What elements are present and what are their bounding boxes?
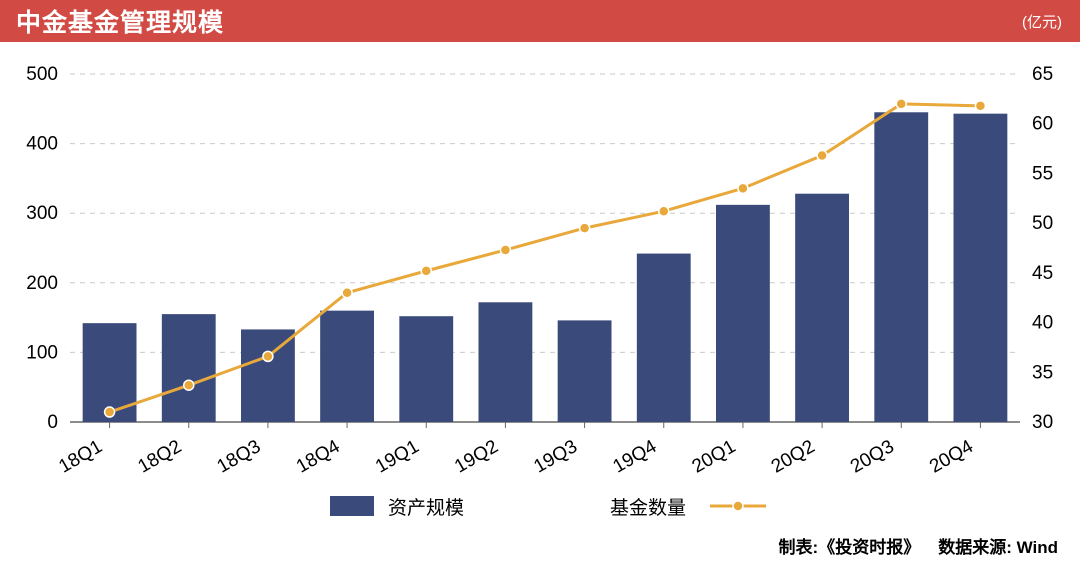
line-marker <box>105 407 115 417</box>
line-marker <box>580 223 590 233</box>
footer-source: 数据来源: Wind <box>938 538 1058 557</box>
right-axis-tick: 35 <box>1032 362 1053 383</box>
line-marker <box>263 351 273 361</box>
chart-title: 中金基金管理规模 <box>16 3 224 39</box>
bar <box>795 194 849 422</box>
chart-card: 中金基金管理规模 (亿元) 0 100 200 300 400 500 30 35 40 45 50… <box>0 0 1080 564</box>
right-axis-tick: 55 <box>1032 163 1053 184</box>
bar <box>479 302 533 422</box>
footer-maker: 制表:《投资时报》 <box>779 538 921 557</box>
right-axis-tick: 65 <box>1032 64 1053 85</box>
line-marker <box>817 151 827 161</box>
bar <box>874 112 928 422</box>
left-axis-tick: 200 <box>26 273 58 294</box>
line-marker <box>421 266 431 276</box>
bar <box>716 205 770 422</box>
x-axis-label: 19Q1 <box>372 436 423 477</box>
right-axis-tick: 45 <box>1032 263 1053 284</box>
bar <box>241 329 295 422</box>
x-axis-label: 18Q2 <box>134 436 185 477</box>
right-axis-tick: 30 <box>1032 412 1053 433</box>
line-marker <box>659 206 669 216</box>
line-marker <box>184 380 194 390</box>
bar <box>954 114 1008 422</box>
left-axis-tick: 0 <box>47 412 58 433</box>
left-axis-tick: 100 <box>26 342 58 363</box>
x-axis-label: 18Q4 <box>293 436 344 478</box>
legend-line-marker <box>733 501 743 511</box>
bar <box>558 320 612 422</box>
footer-credits: 制表:《投资时报》数据来源: Wind <box>779 533 1058 558</box>
bar <box>320 311 374 422</box>
chart-unit: (亿元) <box>1022 11 1062 32</box>
x-axis-label: 20Q1 <box>689 436 740 477</box>
bar <box>637 254 691 422</box>
x-axis-label: 19Q3 <box>530 436 581 477</box>
legend-bar-label: 资产规模 <box>388 497 464 519</box>
right-axis-tick: 60 <box>1032 114 1053 135</box>
x-axis-label: 19Q2 <box>451 436 502 477</box>
legend-line-label: 基金数量 <box>610 497 686 519</box>
chart-area: 0 100 200 300 400 500 30 35 40 45 50 55 60 65 18Q1 18Q2… <box>0 42 1080 534</box>
left-axis-tick: 500 <box>26 64 58 85</box>
line-marker <box>896 99 906 109</box>
left-axis-tick: 300 <box>26 203 58 224</box>
line-marker <box>342 288 352 298</box>
header-bar: 中金基金管理规模 (亿元) <box>0 0 1080 42</box>
x-axis-label: 19Q4 <box>609 436 660 478</box>
x-axis-label: 18Q3 <box>214 436 265 477</box>
line-marker <box>975 101 985 111</box>
left-axis-tick: 400 <box>26 134 58 155</box>
legend-bar-swatch <box>330 496 374 516</box>
x-axis-label: 18Q1 <box>55 436 106 477</box>
x-axis-label: 20Q2 <box>768 436 819 477</box>
line-marker <box>738 183 748 193</box>
line-marker <box>500 245 510 255</box>
bar <box>162 314 216 422</box>
line-series <box>110 104 981 412</box>
chart-svg: 0 100 200 300 400 500 30 35 40 45 50 55 60 65 18Q1 18Q2… <box>0 42 1080 534</box>
x-axis-label: 20Q4 <box>926 436 977 478</box>
bar <box>399 316 453 422</box>
right-axis-tick: 40 <box>1032 313 1053 334</box>
right-axis-tick: 50 <box>1032 213 1053 234</box>
x-axis-label: 20Q3 <box>847 436 898 477</box>
